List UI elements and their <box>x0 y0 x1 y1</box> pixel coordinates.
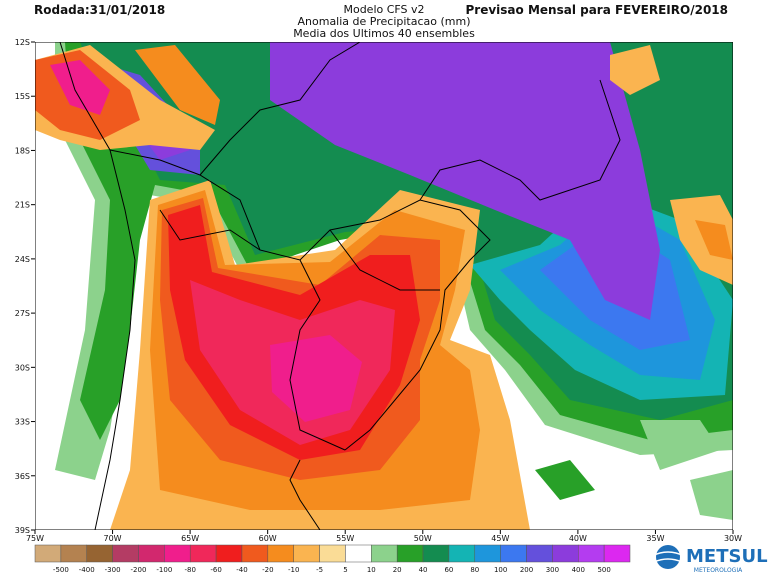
lat-label: 27S <box>15 309 30 318</box>
lon-label: 50W <box>414 534 432 543</box>
lat-label: 18S <box>15 146 30 155</box>
lat-label: 36S <box>15 472 30 481</box>
legend-swatch <box>371 544 398 563</box>
legend-label: 40 <box>419 566 428 574</box>
legend-label: -10 <box>288 566 299 574</box>
legend-swatch <box>293 544 320 563</box>
legend-swatch <box>396 544 424 563</box>
legend-label: 400 <box>572 566 585 574</box>
legend-swatch <box>267 544 294 563</box>
lon-label: 40W <box>569 534 587 543</box>
legend-swatch <box>164 544 191 563</box>
legend-label: 300 <box>546 566 559 574</box>
legend-label: -20 <box>262 566 273 574</box>
legend-label: 80 <box>470 566 479 574</box>
precip-map <box>35 42 733 530</box>
legend-swatch <box>60 544 87 563</box>
legend-swatch <box>34 544 62 563</box>
run-date: Rodada:31/01/2018 <box>34 3 165 17</box>
legend-label: 20 <box>393 566 402 574</box>
legend-swatch <box>448 544 476 563</box>
legend-label: -500 <box>53 566 69 574</box>
lon-label: 60W <box>259 534 277 543</box>
legend-label: -60 <box>210 566 221 574</box>
lat-label: 21S <box>15 201 30 210</box>
legend-label: -300 <box>105 566 121 574</box>
legend-swatch <box>241 544 269 563</box>
lon-label: 75W <box>26 534 44 543</box>
lat-label: 15S <box>15 92 30 101</box>
lat-label: 30S <box>15 363 30 372</box>
legend-swatch <box>422 544 450 563</box>
legend-label: -40 <box>236 566 247 574</box>
legend-swatch <box>474 544 501 563</box>
title-line: Modelo CFS v2 <box>343 3 424 16</box>
legend-swatch <box>86 544 113 563</box>
forecast-label: Previsao Mensal para FEVEREIRO/2018 <box>466 3 729 17</box>
lon-label: 55W <box>336 534 354 543</box>
legend-label: -100 <box>156 566 172 574</box>
legend-swatch <box>138 544 165 563</box>
lon-label: 45W <box>491 534 509 543</box>
lat-label: 33S <box>15 418 30 427</box>
color-legend: -500 -400 -300 -200 -100 -80 -60 -40 -20 -10 -5 5 10… <box>34 544 631 574</box>
legend-swatch <box>189 544 217 563</box>
legend-label: -5 <box>316 566 323 574</box>
title-line: Anomalia de Precipitacao (mm) <box>298 15 471 28</box>
legend-label: 5 <box>343 566 347 574</box>
legend-swatch <box>603 544 631 563</box>
legend-swatch <box>319 544 346 563</box>
logo-waves <box>651 551 685 563</box>
legend-swatch <box>112 544 139 563</box>
logo-subtitle: METEOROLOGIA <box>694 567 743 574</box>
logo-icon <box>656 545 680 569</box>
legend-label: 100 <box>494 566 507 574</box>
lon-label: 35W <box>646 534 664 543</box>
legend-swatch <box>215 544 243 563</box>
lat-label: 39S <box>15 526 30 535</box>
legend-label: 200 <box>520 566 533 574</box>
legend-label: 500 <box>597 566 610 574</box>
legend-swatch <box>500 544 527 563</box>
lon-label: 30W <box>724 534 742 543</box>
legend-swatch <box>552 544 579 563</box>
lat-label: 24S <box>15 255 30 264</box>
lon-label: 70W <box>104 534 122 543</box>
lon-label: 65W <box>181 534 199 543</box>
legend-label: 60 <box>444 566 453 574</box>
lat-label: 12S <box>15 38 30 47</box>
title-line: Media dos Ultimos 40 ensembles <box>293 27 475 40</box>
legend-swatch <box>526 544 553 563</box>
legend-label: -400 <box>79 566 95 574</box>
legend-label: -200 <box>131 566 147 574</box>
logo-name: METSUL <box>686 546 768 567</box>
legend-swatch <box>345 544 372 563</box>
legend-label: -80 <box>184 566 195 574</box>
legend-swatch <box>578 544 605 563</box>
legend-label: 10 <box>367 566 376 574</box>
